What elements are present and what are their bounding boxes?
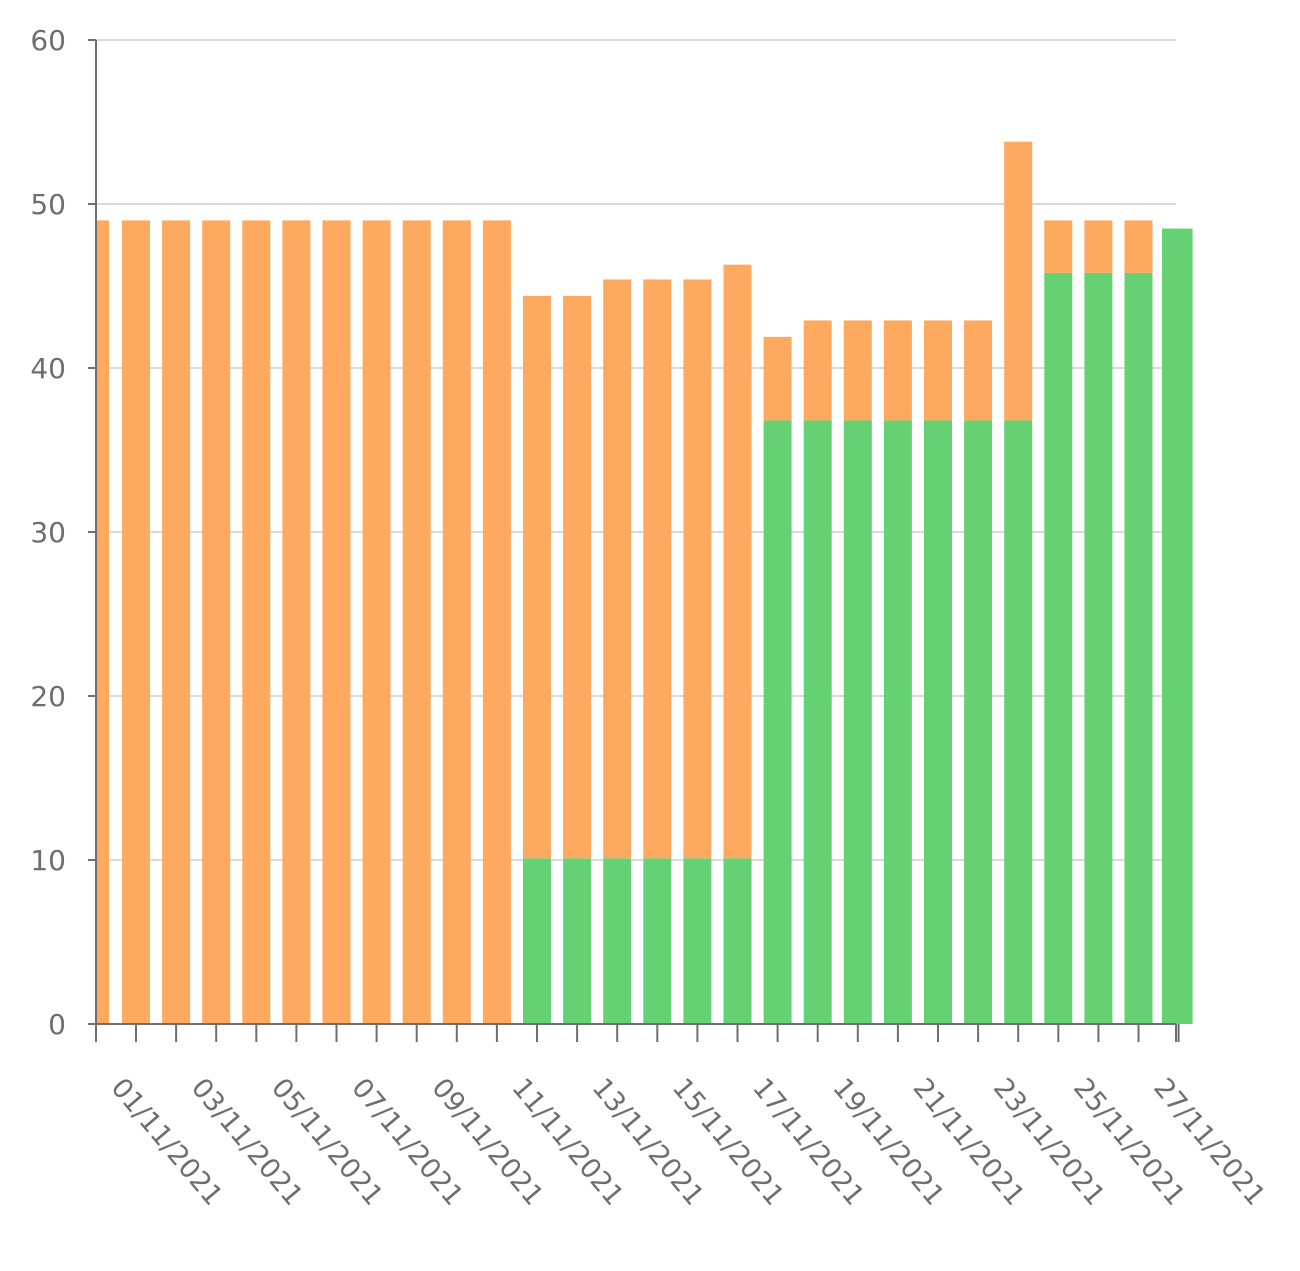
bar-segment-orange-26/11/2021 — [1124, 220, 1153, 273]
gridlines — [96, 39, 1176, 861]
bar-segment-green-15/11/2021 — [683, 858, 712, 1024]
y-tick-label: 50 — [30, 188, 66, 221]
bar-segment-orange-12/11/2021 — [563, 295, 592, 859]
bar-segment-orange-05/11/2021 — [282, 220, 311, 1024]
bar-segment-orange-01/11/2021 — [122, 220, 150, 1024]
bar-segment-orange-10/11/2021 — [482, 220, 511, 1024]
bar-segment-orange-03/11/2021 — [202, 220, 231, 1024]
y-tick-label: 20 — [30, 680, 66, 713]
bar-segment-green-25/11/2021 — [1084, 272, 1113, 1024]
bar-segment-green-16/11/2021 — [723, 858, 752, 1024]
x-tick-labels: 01/11/202103/11/202105/11/202107/11/2021… — [105, 1073, 1271, 1212]
bar-segment-green-26/11/2021 — [1124, 272, 1153, 1024]
bar-segment-green-20/11/2021 — [883, 420, 912, 1025]
y-tick-label: 0 — [48, 1008, 66, 1041]
axes — [88, 39, 1180, 1042]
y-tick-label: 60 — [30, 24, 66, 57]
bar-segment-orange-25/11/2021 — [1084, 220, 1113, 273]
bar-segment-orange-14/11/2021 — [643, 279, 672, 859]
y-tick-labels: 0 10 20 30 40 50 60 — [30, 24, 66, 1041]
bar-segment-orange-06/11/2021 — [322, 220, 351, 1024]
bar-segment-green-23/11/2021 — [1004, 420, 1033, 1025]
bar-segment-green-21/11/2021 — [924, 420, 952, 1025]
y-tick-label: 30 — [30, 516, 66, 549]
y-tick-label: 40 — [30, 352, 66, 385]
bar-segment-green-13/11/2021 — [603, 858, 632, 1024]
bar-segment-green-19/11/2021 — [843, 420, 872, 1025]
bar-segment-orange-16/11/2021 — [723, 264, 752, 859]
bar-segment-green-12/11/2021 — [563, 858, 592, 1024]
bars — [96, 141, 1193, 1025]
bar-segment-green-18/11/2021 — [803, 420, 832, 1025]
bar-segment-green-24/11/2021 — [1044, 272, 1073, 1024]
y-tick-label: 10 — [30, 844, 66, 877]
bar-segment-orange-08/11/2021 — [402, 220, 431, 1024]
bar-segment-green-22/11/2021 — [964, 420, 993, 1025]
bar-segment-green-11/11/2021 — [523, 858, 551, 1024]
bar-segment-orange-19/11/2021 — [843, 320, 872, 421]
bar-segment-orange-17/11/2021 — [763, 336, 792, 421]
bar-segment-orange-23/11/2021 — [1004, 141, 1033, 421]
bar-segment-orange-22/11/2021 — [964, 320, 993, 421]
bar-segment-orange-13/11/2021 — [603, 279, 632, 859]
bar-leading-partial — [96, 220, 109, 1024]
bar-segment-orange-07/11/2021 — [362, 220, 391, 1024]
bar-segment-orange-04/11/2021 — [242, 220, 271, 1024]
bar-segment-orange-09/11/2021 — [442, 220, 471, 1024]
bar-segment-green-27/11/2021 — [1164, 228, 1193, 1025]
bar-segment-orange-20/11/2021 — [883, 320, 912, 421]
bar-segment-orange-24/11/2021 — [1044, 220, 1073, 273]
bar-segment-green-17/11/2021 — [763, 420, 792, 1025]
bar-segment-orange-02/11/2021 — [162, 220, 191, 1024]
bar-segment-orange-18/11/2021 — [803, 320, 832, 421]
bar-segment-orange-15/11/2021 — [683, 279, 712, 859]
bar-segment-orange-21/11/2021 — [924, 320, 952, 421]
bar-segment-green-14/11/2021 — [643, 858, 672, 1024]
bar-segment-orange-11/11/2021 — [523, 295, 551, 859]
